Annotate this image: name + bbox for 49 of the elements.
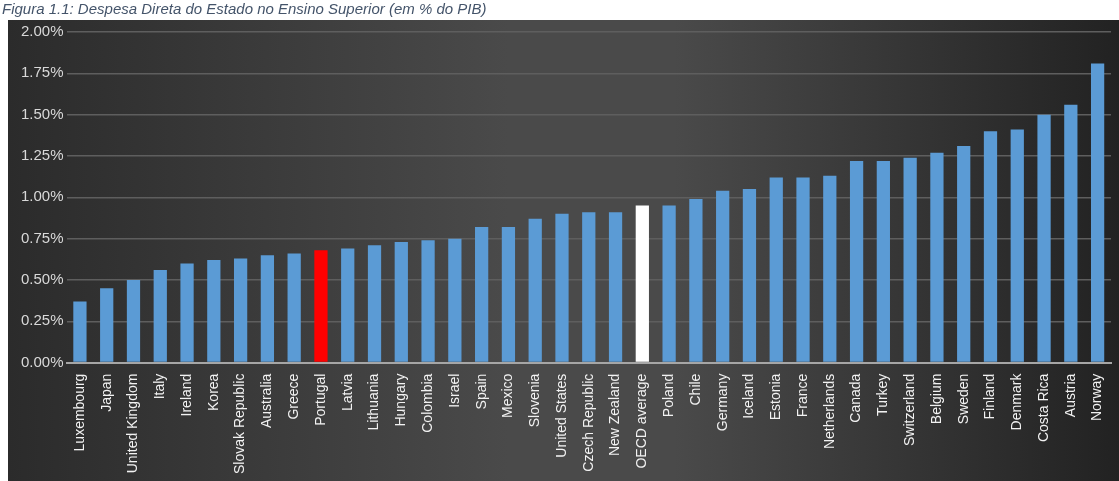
x-tick-label: Canada	[847, 373, 864, 423]
x-tick-label: OECD average	[633, 373, 650, 469]
x-tick-label: United Kingdom	[124, 373, 141, 474]
x-tick-label: Israel	[445, 373, 462, 408]
x-tick-label: Hungary	[392, 373, 409, 427]
x-tick-label: Netherlands	[820, 373, 837, 450]
x-tick-label: Slovenia	[526, 373, 543, 428]
x-tick-label: Spain	[472, 373, 489, 410]
y-tick-label: 1.25%	[20, 146, 64, 164]
y-tick-label: 2.00%	[20, 22, 64, 40]
x-tick-label: Finland	[981, 373, 998, 420]
x-tick-label: France	[793, 373, 810, 418]
x-tick-label: United States	[552, 373, 569, 458]
y-tick-label: 0.50%	[20, 270, 64, 288]
y-tick-label: 0.25%	[20, 311, 64, 329]
x-tick-label: Austria	[1061, 373, 1078, 418]
y-tick-label: 0.00%	[20, 352, 64, 370]
x-tick-label: Norway	[1088, 373, 1105, 422]
x-tick-label: Italy	[151, 373, 168, 400]
x-tick-label: Greece	[285, 373, 302, 420]
x-tick-label: Belgium	[927, 373, 944, 425]
x-tick-label: Turkey	[874, 373, 891, 416]
x-tick-label: Germany	[713, 373, 730, 432]
y-tick-label: 0.75%	[20, 228, 64, 246]
x-tick-label: Poland	[659, 373, 676, 418]
x-tick-label: Switzerland	[901, 373, 917, 446]
x-tick-label: Australia	[258, 373, 275, 429]
chart-title: Figura 1.1: Despesa Direta do Estado no Ensino Superior (em % do PIB)	[2, 0, 487, 18]
x-tick-label: Estonia	[767, 373, 784, 421]
y-tick-label: 1.00%	[20, 187, 64, 205]
x-tick-label: Latvia	[338, 373, 355, 411]
x-tick-label: Costa Rica	[1034, 373, 1051, 443]
x-tick-label: New Zealand	[606, 373, 623, 457]
x-tick-label: Portugal	[311, 373, 328, 426]
x-tick-label: Ireland	[177, 373, 194, 417]
x-tick-label: Denmark	[1008, 372, 1025, 431]
x-tick-label: Czech Republic	[579, 373, 596, 472]
x-tick-label: Korea	[204, 373, 221, 411]
x-tick-label: Japan	[97, 373, 114, 412]
x-tick-label: Luxembourg	[70, 373, 87, 452]
x-tick-label: Chile	[686, 373, 703, 406]
x-tick-label: Iceland	[740, 373, 757, 419]
x-tick-label: Slovak Republic	[231, 373, 248, 474]
x-tick-label: Lithuania	[365, 373, 382, 431]
y-tick-label: 1.75%	[20, 63, 64, 81]
x-tick-label: Sweden	[954, 373, 971, 425]
y-tick-label: 1.50%	[20, 104, 64, 122]
x-tick-label: Colombia	[418, 373, 435, 433]
x-tick-label: Mexico	[499, 373, 516, 418]
